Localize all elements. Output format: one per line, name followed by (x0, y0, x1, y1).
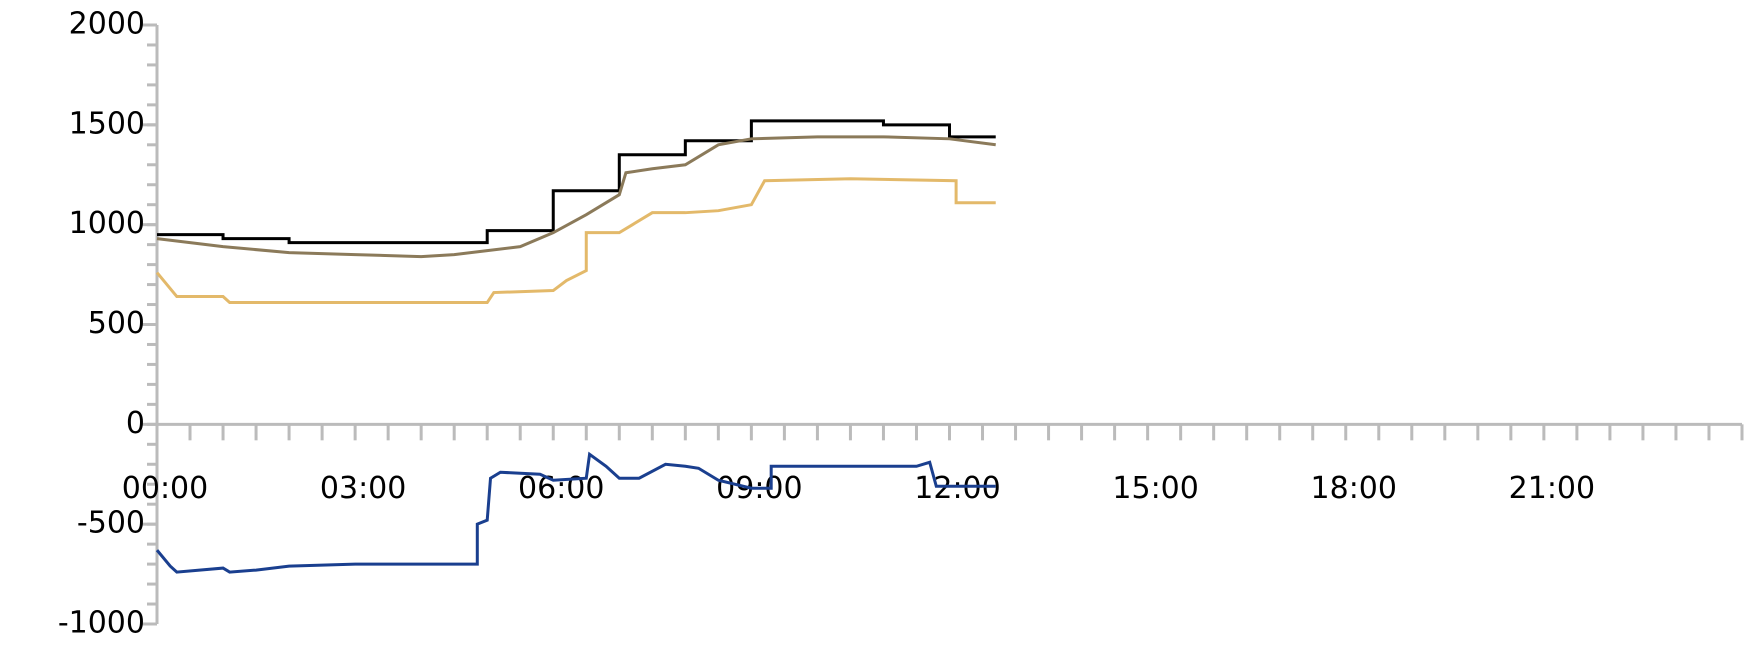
y-tick-label: -500 (77, 506, 145, 541)
series-line (155, 451, 996, 574)
y-tick-label: 500 (88, 306, 145, 341)
y-tick-label: 0 (126, 406, 145, 441)
y-tick-label: 1000 (69, 206, 145, 241)
series-line (156, 135, 996, 259)
x-tick-label: 15:00 (1112, 471, 1198, 506)
series-line (157, 119, 996, 245)
x-tick-label: 18:00 (1311, 471, 1397, 506)
x-tick-label: 00:00 (122, 471, 208, 506)
x-tick-label: 06:00 (518, 471, 604, 506)
series-line (155, 177, 996, 305)
y-tick-label: 1500 (69, 106, 145, 141)
x-tick-label: 12:00 (914, 471, 1000, 506)
x-tick-label: 21:00 (1509, 471, 1595, 506)
x-tick-label: 03:00 (320, 471, 406, 506)
y-tick-label: -1000 (58, 606, 145, 641)
y-tick-label: 2000 (69, 7, 145, 42)
